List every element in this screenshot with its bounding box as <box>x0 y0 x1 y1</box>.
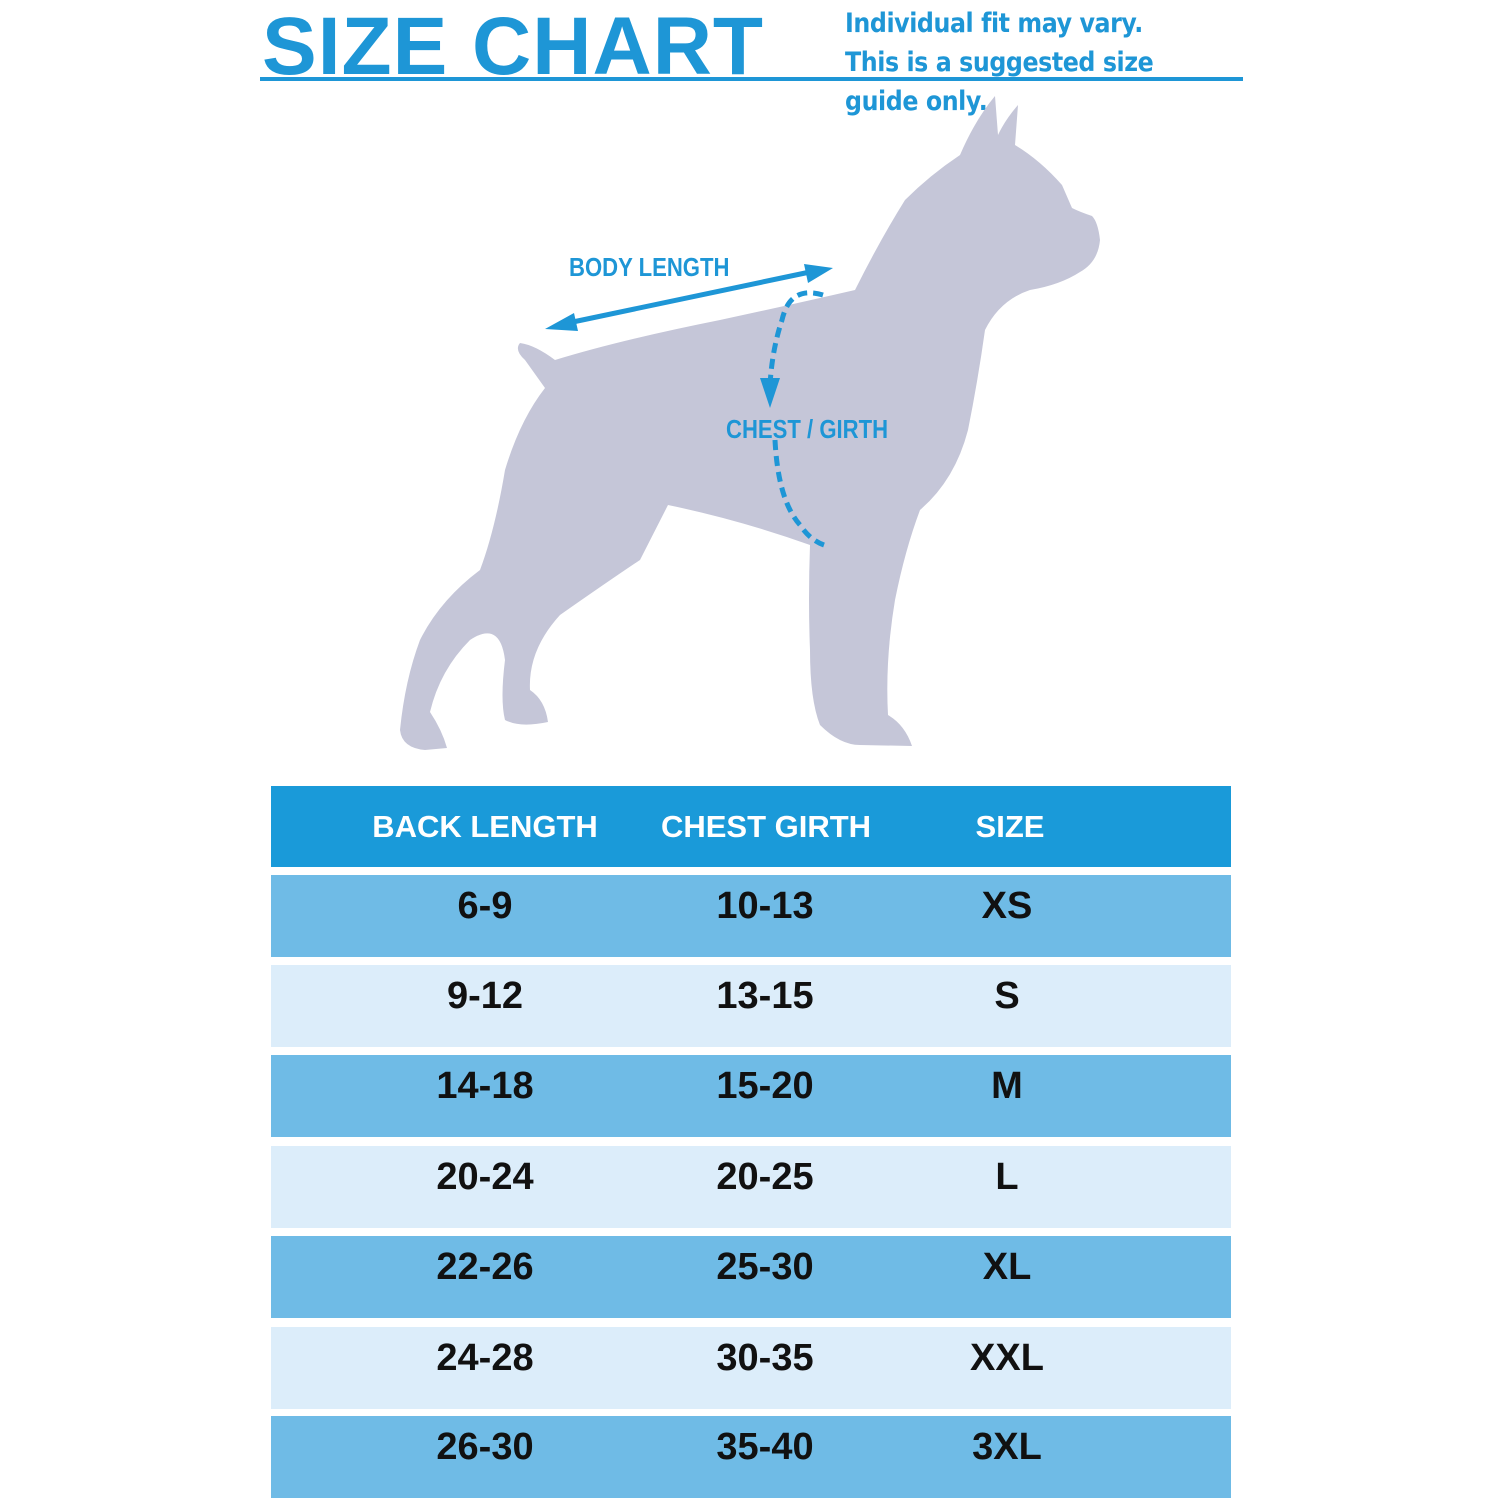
chest-girth-label: CHEST / GIRTH <box>726 414 889 444</box>
column-header-back-length: BACK LENGTH <box>372 808 598 844</box>
cell-chest-girth: 35-40 <box>716 1426 814 1468</box>
table-row: 26-30 35-40 3XL <box>271 1416 1231 1498</box>
page-title: SIZE CHART <box>262 1 764 92</box>
cell-size: M <box>991 1065 1023 1107</box>
table-row: 20-24 20-25 L <box>271 1146 1231 1228</box>
table-row: 6-9 10-13 XS <box>271 875 1231 957</box>
cell-chest-girth: 25-30 <box>716 1246 814 1288</box>
column-header-size: SIZE <box>975 808 1045 844</box>
chest-arrowhead <box>760 378 780 408</box>
cell-size: XS <box>981 885 1033 927</box>
body-length-label: BODY LENGTH <box>569 252 730 282</box>
chest-girth-arrow <box>767 290 825 548</box>
table-row: 24-28 30-35 XXL <box>271 1327 1231 1409</box>
cell-chest-girth: 30-35 <box>716 1337 814 1379</box>
table-row: 14-18 15-20 M <box>271 1055 1231 1137</box>
cell-back-length: 9-12 <box>446 975 524 1017</box>
cell-chest-girth: 13-15 <box>716 975 814 1017</box>
cell-back-length: 20-24 <box>436 1156 534 1198</box>
column-header-chest-girth: CHEST GIRTH <box>660 808 872 844</box>
cell-back-length: 26-30 <box>436 1426 534 1468</box>
cell-size: 3XL <box>972 1426 1042 1468</box>
title-underline <box>260 77 1243 81</box>
cell-back-length: 14-18 <box>436 1065 534 1107</box>
cell-size: XL <box>982 1246 1032 1288</box>
cell-chest-girth: 10-13 <box>716 885 814 927</box>
cell-size: S <box>994 975 1020 1017</box>
cell-size: XXL <box>970 1337 1044 1379</box>
table-row: 22-26 25-30 XL <box>271 1236 1231 1318</box>
cell-size: L <box>995 1156 1019 1198</box>
dog-silhouette <box>400 96 1100 750</box>
body-length-arrow <box>545 264 833 331</box>
table-row: 9-12 13-15 S <box>271 965 1231 1047</box>
cell-chest-girth: 20-25 <box>716 1156 814 1198</box>
cell-back-length: 6-9 <box>457 885 513 927</box>
cell-back-length: 22-26 <box>436 1246 534 1288</box>
cell-back-length: 24-28 <box>436 1337 534 1379</box>
cell-chest-girth: 15-20 <box>716 1065 814 1107</box>
dog-body <box>400 96 1100 750</box>
table-header: BACK LENGTH CHEST GIRTH SIZE <box>271 786 1231 867</box>
fit-disclaimer: Individual fit may vary. This is a sugge… <box>845 8 1154 117</box>
